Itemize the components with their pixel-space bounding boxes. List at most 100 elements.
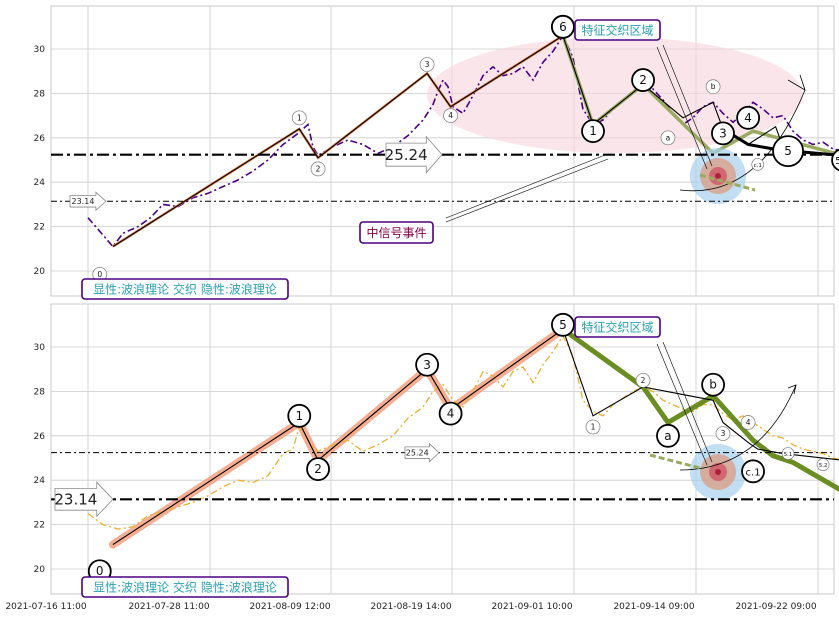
y-tick-label: 22	[34, 223, 45, 233]
y-tick-label: 28	[34, 89, 46, 99]
wave-label-marker	[751, 158, 765, 171]
wave-label-text: b	[709, 378, 717, 392]
wave-label-marker	[631, 68, 655, 92]
wave-label-text: 0	[96, 564, 104, 578]
projection-dash	[699, 173, 756, 192]
wave-label-text: 1	[589, 124, 597, 138]
wave-label-text: c.1	[754, 163, 762, 169]
wave-label-text: 3	[721, 429, 726, 438]
wave-label-marker	[741, 459, 765, 484]
wave-line	[112, 34, 839, 248]
y-tick-label: 24	[34, 178, 46, 188]
wave-label-text: 3	[719, 126, 727, 140]
x-tick-label: 2021-09-22 09:00	[735, 602, 816, 612]
projection-arc	[679, 89, 806, 192]
projection-arrowhead	[787, 384, 797, 395]
wave-label-marker	[736, 105, 761, 130]
price-series-line	[87, 334, 839, 530]
wave-label-text: 6	[559, 20, 567, 34]
annotation-pointer	[445, 154, 606, 219]
top-panel: 20222426283025.2423.14012345612ab34c.155…	[34, 5, 839, 300]
y-tick-label: 26	[34, 432, 46, 442]
annotation-box	[81, 576, 289, 598]
wave-label-marker	[443, 108, 458, 123]
wave-label-marker	[660, 130, 676, 146]
y-tick-label: 20	[34, 267, 46, 277]
wave-label-text: 1	[591, 422, 596, 431]
wave-label-text: 4	[744, 111, 752, 125]
annotation-text: 显性:波浪理论 交织 隐性:波浪理论	[93, 281, 277, 296]
annotation-pointer	[445, 158, 609, 223]
level-arrow-marker	[385, 135, 443, 174]
x-tick-label: 2021-07-28 11:00	[128, 602, 209, 612]
wave-label-text: 5.2	[819, 463, 828, 469]
wave-label-text: 5	[784, 144, 792, 158]
annotation-pointer	[656, 46, 708, 170]
wave-label-text: a	[664, 429, 671, 443]
wave-label-marker	[551, 312, 575, 337]
wave-label-text: 3	[425, 60, 430, 69]
wave-label-marker	[419, 57, 435, 72]
wave-label-text: c.1	[746, 467, 761, 478]
bottom-panel: 20 22 24 26 28 30 25.24 23.14 0 1 2 3 4 5 1 2 a b 3 4 c.1 5.1…	[34, 303, 839, 598]
wave-label-text: 2	[314, 462, 322, 476]
y-tick-label: 28	[34, 387, 46, 397]
wave-label-text: 3	[423, 358, 431, 372]
x-axis: 2021-07-16 11:00 2021-07-28 11:00 2021-08-…	[5, 602, 816, 612]
level-arrow-marker	[54, 481, 114, 518]
y-tick-label: 20	[34, 565, 46, 575]
y-tick-label: 22	[34, 521, 45, 531]
wave-label-marker	[772, 135, 804, 168]
x-tick-label: 2021-07-16 11:00	[5, 602, 86, 612]
wave-label-marker	[585, 419, 601, 435]
wave-label-marker	[740, 415, 756, 430]
x-tick-label: 2021-08-09 12:00	[249, 602, 330, 612]
wave-label-text: 2	[639, 73, 647, 87]
wave-label-marker	[551, 14, 575, 39]
wave-label-marker	[781, 447, 795, 460]
annotation-pointer	[656, 343, 708, 466]
y-tick-label: 30	[34, 343, 46, 353]
y-tick-label: 24	[34, 476, 46, 486]
x-tick-label: 2021-09-01 10:00	[491, 602, 572, 612]
y-tick-label: 26	[34, 134, 46, 144]
wave-label-marker	[438, 401, 463, 426]
annotation-box	[359, 221, 434, 244]
level-label: 23.14	[72, 197, 95, 206]
wave-label-marker	[310, 161, 326, 177]
y-tick-label: 30	[34, 45, 46, 55]
projection-arrowhead	[787, 74, 806, 91]
annotation-text: 中信号事件	[366, 225, 426, 240]
wave-label-text: b	[711, 82, 716, 91]
wave-label-marker	[715, 426, 731, 441]
wave-label-marker	[291, 110, 307, 126]
wave-label-text: 5	[559, 318, 567, 332]
wave-label-marker	[656, 423, 680, 448]
level-label: 25.24	[406, 449, 429, 458]
wave-label-marker	[415, 352, 440, 377]
wave-label-text: 0	[97, 270, 102, 279]
wave-label-text: 2	[316, 164, 321, 173]
annotation-box	[574, 19, 661, 41]
level-arrow-marker	[404, 442, 440, 463]
wave-label-text: 1	[297, 113, 302, 122]
annotation-text: 显性:波浪理论 交织 隐性:波浪理论	[93, 579, 277, 594]
target-zone-point	[715, 173, 721, 179]
annotation-box	[81, 278, 289, 300]
wave-label-marker	[705, 79, 721, 95]
feature-zone-ellipse	[427, 37, 803, 153]
wave-label-text: 2	[641, 376, 646, 385]
annotation-text: 特征交织区域	[581, 319, 653, 334]
annotation-box	[574, 316, 661, 338]
wave-label-marker	[816, 458, 830, 472]
wave-label-text: 4	[447, 407, 455, 421]
annotation-pointer	[662, 341, 713, 463]
level-arrow-marker	[69, 191, 107, 212]
wave-label-marker	[635, 372, 651, 388]
wave-label-marker	[287, 403, 312, 428]
level-label: 23.14	[54, 491, 97, 509]
level-label: 25.24	[385, 146, 428, 164]
wave-label-marker	[831, 148, 839, 172]
wave-label-marker	[701, 372, 725, 397]
